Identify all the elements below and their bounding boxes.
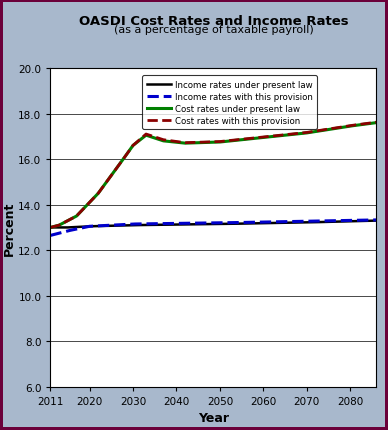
X-axis label: Year: Year: [198, 412, 229, 424]
Y-axis label: Percent: Percent: [2, 201, 16, 255]
Legend: Income rates under present law, Income rates with this provision, Cost rates und: Income rates under present law, Income r…: [142, 76, 317, 130]
Text: (as a percentage of taxable payroll): (as a percentage of taxable payroll): [114, 25, 313, 35]
Text: OASDI Cost Rates and Income Rates: OASDI Cost Rates and Income Rates: [79, 15, 348, 28]
